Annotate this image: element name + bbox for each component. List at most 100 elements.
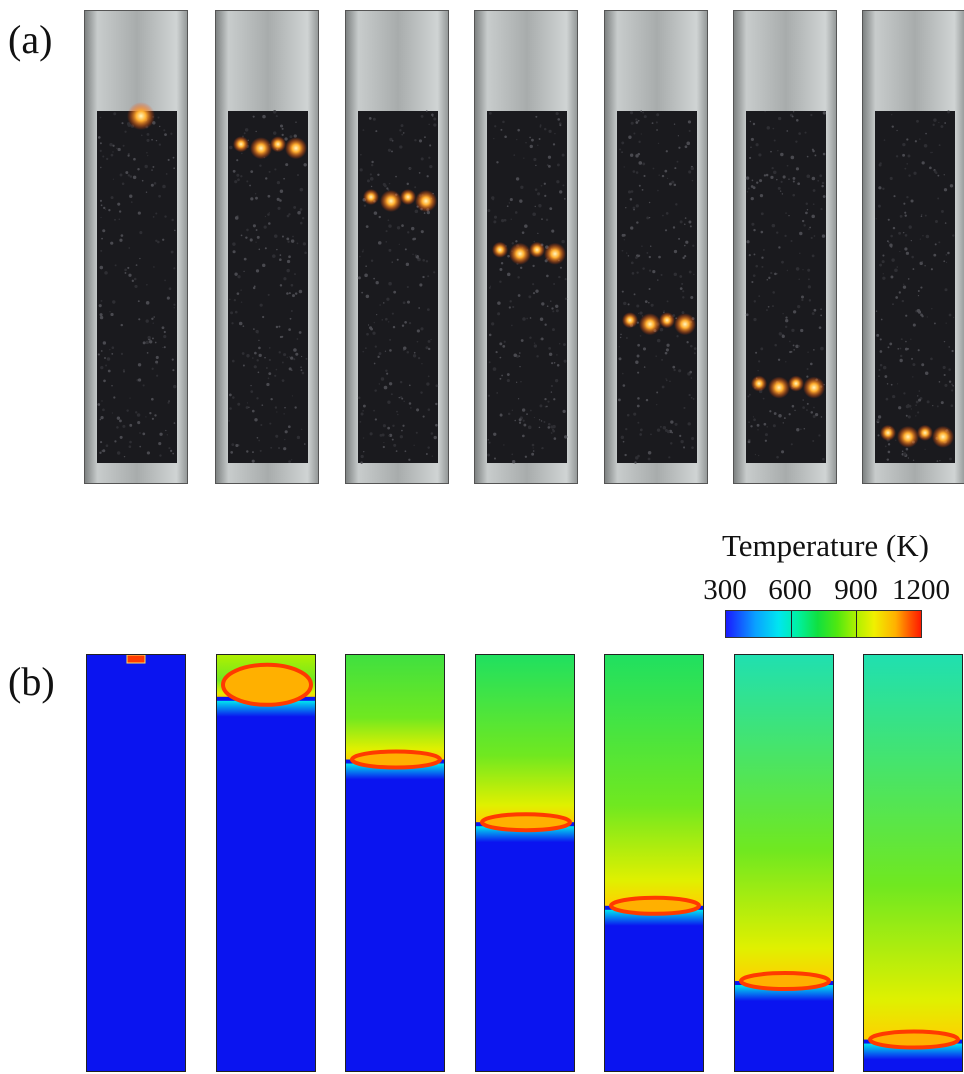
char-particle — [173, 422, 176, 424]
char-particle — [813, 406, 815, 409]
char-particle — [621, 290, 624, 293]
char-particle — [541, 302, 545, 306]
char-particle — [632, 170, 636, 173]
char-particle — [275, 325, 279, 329]
char-particle — [153, 266, 155, 268]
char-particle — [430, 432, 434, 435]
char-particle — [675, 203, 678, 206]
char-particle — [370, 185, 373, 188]
char-particle — [931, 151, 933, 153]
char-particle — [158, 194, 161, 198]
char-particle — [940, 401, 944, 405]
char-particle — [786, 130, 789, 132]
char-particle — [650, 433, 652, 436]
char-particle — [747, 440, 751, 444]
char-particle — [907, 415, 911, 419]
combustion-front — [609, 895, 701, 916]
burning-spot — [127, 102, 155, 131]
char-particle — [258, 439, 261, 442]
char-particle — [538, 419, 541, 421]
char-particle — [875, 310, 878, 312]
char-particle — [891, 125, 894, 128]
char-particle — [116, 147, 118, 150]
char-particle — [635, 256, 638, 259]
char-particle — [255, 130, 257, 133]
char-particle — [813, 308, 817, 312]
char-particle — [163, 335, 167, 339]
char-particle — [548, 164, 551, 168]
char-particle — [952, 234, 955, 237]
burning-spot — [932, 425, 954, 448]
char-particle — [435, 423, 438, 427]
char-particle — [805, 202, 809, 206]
char-particle — [277, 206, 281, 210]
char-particle — [232, 250, 236, 254]
char-particle — [757, 369, 759, 372]
char-particle — [288, 328, 291, 331]
char-particle — [947, 110, 950, 114]
char-particle — [391, 312, 394, 315]
char-particle — [760, 230, 764, 234]
char-particle — [750, 196, 754, 201]
char-particle — [97, 403, 101, 406]
char-particle — [818, 434, 821, 437]
char-particle — [509, 300, 512, 303]
char-particle — [99, 315, 104, 320]
char-particle — [122, 424, 126, 428]
char-particle — [520, 185, 524, 189]
char-particle — [114, 219, 116, 221]
char-particle — [622, 384, 626, 387]
char-particle — [140, 134, 143, 137]
char-particle — [648, 201, 651, 204]
char-particle — [660, 273, 663, 276]
char-particle — [416, 340, 419, 343]
char-particle — [499, 267, 503, 271]
char-particle — [803, 224, 806, 227]
char-particle — [657, 189, 659, 192]
char-particle — [690, 396, 693, 399]
char-particle — [529, 336, 532, 339]
char-particle — [112, 144, 115, 147]
char-particle — [932, 123, 935, 126]
char-particle — [501, 374, 503, 377]
char-particle — [806, 155, 809, 158]
char-particle — [291, 395, 294, 397]
char-particle — [693, 352, 696, 355]
char-particle — [800, 428, 802, 431]
char-particle — [750, 425, 753, 428]
char-particle — [762, 248, 765, 251]
char-particle — [281, 379, 285, 383]
char-particle — [763, 174, 767, 177]
char-particle — [496, 392, 499, 394]
char-particle — [284, 137, 288, 141]
char-particle — [897, 348, 900, 350]
char-particle — [558, 343, 561, 345]
char-particle — [631, 272, 635, 275]
char-particle — [294, 292, 298, 295]
char-particle — [426, 110, 428, 112]
temperature-contour-3 — [345, 654, 445, 1072]
char-particle — [929, 166, 932, 170]
char-particle — [655, 403, 658, 406]
char-particle — [362, 437, 365, 439]
char-particle — [173, 303, 176, 306]
char-particle — [299, 221, 303, 225]
photo-canvas — [475, 11, 577, 483]
char-particle — [373, 211, 378, 215]
char-particle — [944, 383, 948, 387]
char-particle — [539, 125, 542, 128]
char-particle — [362, 350, 365, 353]
char-particle — [665, 348, 669, 352]
char-particle — [889, 342, 893, 346]
char-particle — [659, 327, 664, 332]
char-particle — [285, 163, 289, 167]
char-particle — [636, 354, 640, 358]
char-particle — [688, 170, 692, 174]
char-particle — [556, 354, 558, 356]
char-particle — [105, 444, 109, 448]
char-particle — [242, 364, 245, 367]
char-particle — [507, 412, 511, 416]
char-particle — [924, 448, 926, 450]
char-particle — [404, 450, 407, 453]
char-particle — [822, 152, 826, 156]
